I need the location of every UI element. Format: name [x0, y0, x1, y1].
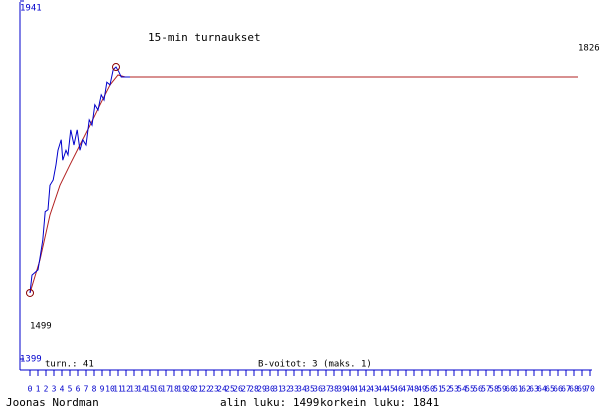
x-tick-label: 69: [577, 385, 587, 394]
x-tick-label: 50: [425, 385, 435, 394]
annotation: 1826: [578, 44, 600, 54]
x-tick-label: 60: [505, 385, 515, 394]
x-tick-label: 61: [513, 385, 523, 394]
x-tick-label: 5: [68, 385, 73, 394]
x-tick-label: 47: [401, 385, 411, 394]
x-tick-label: 52: [441, 385, 451, 394]
x-tick-label: 18: [169, 385, 179, 394]
x-tick-label: 10: [105, 385, 115, 394]
x-tick-label: 0: [28, 385, 33, 394]
x-tick-label: 14: [137, 385, 147, 394]
chart-title: 15-min turnaukset: [148, 31, 261, 44]
x-tick-label: 42: [361, 385, 371, 394]
x-tick-label: 4: [60, 385, 65, 394]
x-tick-label: 15: [145, 385, 155, 394]
x-tick-label: 20: [185, 385, 195, 394]
extreme-marker: [26, 288, 34, 297]
x-tick-label: 54: [457, 385, 467, 394]
y-tick-label: 1941: [20, 4, 42, 14]
x-tick-label: 3: [52, 385, 57, 394]
x-tick-label: 67: [561, 385, 571, 394]
x-tick-label: 19: [177, 385, 187, 394]
x-tick-label: 37: [321, 385, 331, 394]
x-tick-label: 7: [84, 385, 89, 394]
x-tick-label: 9: [100, 385, 105, 394]
series-line: [29, 74, 578, 294]
annotation: B-voitot: 3 (maks. 1): [258, 360, 372, 370]
x-tick-label: 27: [241, 385, 251, 394]
x-tick-label: 23: [209, 385, 219, 394]
x-tick-label: 35: [305, 385, 315, 394]
x-tick-label: 45: [385, 385, 395, 394]
x-tick-label: 53: [449, 385, 459, 394]
x-tick-label: 24: [217, 385, 227, 394]
x-tick-label: 36: [313, 385, 323, 394]
x-tick-label: 56: [473, 385, 483, 394]
x-tick-label: 22: [201, 385, 211, 394]
x-tick-label: 33: [289, 385, 299, 394]
x-tick-label: 11: [113, 385, 123, 394]
x-tick-label: 31: [273, 385, 283, 394]
x-tick-label: 25: [225, 385, 235, 394]
x-tick-label: 40: [345, 385, 355, 394]
x-tick-label: 34: [297, 385, 307, 394]
y-tick-label: 1399: [20, 355, 42, 365]
x-tick-label: 66: [553, 385, 563, 394]
x-tick-label: 49: [417, 385, 427, 394]
x-tick-label: 55: [465, 385, 475, 394]
x-tick-label: 62: [521, 385, 531, 394]
footer-text: korkein luku: 1841: [320, 396, 439, 409]
x-tick-label: 39: [337, 385, 347, 394]
x-tick-label: 29: [257, 385, 267, 394]
x-tick-label: 43: [369, 385, 379, 394]
x-tick-label: 58: [489, 385, 499, 394]
annotation: turn.: 41: [45, 360, 94, 370]
x-tick-label: 26: [233, 385, 243, 394]
x-tick-label: 70: [585, 385, 595, 394]
series-line: [29, 66, 130, 294]
x-tick-label: 64: [537, 385, 547, 394]
x-tick-label: 17: [161, 385, 171, 394]
x-tick-label: 32: [281, 385, 291, 394]
x-tick-label: 13: [129, 385, 139, 394]
footer-text: alin luku: 1499: [220, 396, 319, 409]
annotation: 1499: [30, 322, 52, 332]
extreme-marker: [112, 63, 120, 72]
footer-text: Joonas Nordman: [6, 396, 99, 409]
x-tick-label: 68: [569, 385, 579, 394]
x-tick-label: 44: [377, 385, 387, 394]
x-tick-label: 30: [265, 385, 275, 394]
x-tick-label: 46: [393, 385, 403, 394]
x-tick-label: 6: [76, 385, 81, 394]
x-tick-label: 63: [529, 385, 539, 394]
x-tick-label: 16: [153, 385, 163, 394]
x-tick-label: 8: [92, 385, 97, 394]
x-tick-label: 57: [481, 385, 491, 394]
x-tick-label: 59: [497, 385, 507, 394]
x-tick-label: 12: [121, 385, 131, 394]
x-tick-label: 65: [545, 385, 555, 394]
x-tick-label: 41: [353, 385, 363, 394]
x-tick-label: 2: [44, 385, 49, 394]
x-tick-label: 38: [329, 385, 339, 394]
x-tick-label: 28: [249, 385, 259, 394]
x-tick-label: 21: [193, 385, 203, 394]
x-tick-label: 1: [36, 385, 41, 394]
x-tick-label: 51: [433, 385, 443, 394]
x-tick-label: 48: [409, 385, 419, 394]
